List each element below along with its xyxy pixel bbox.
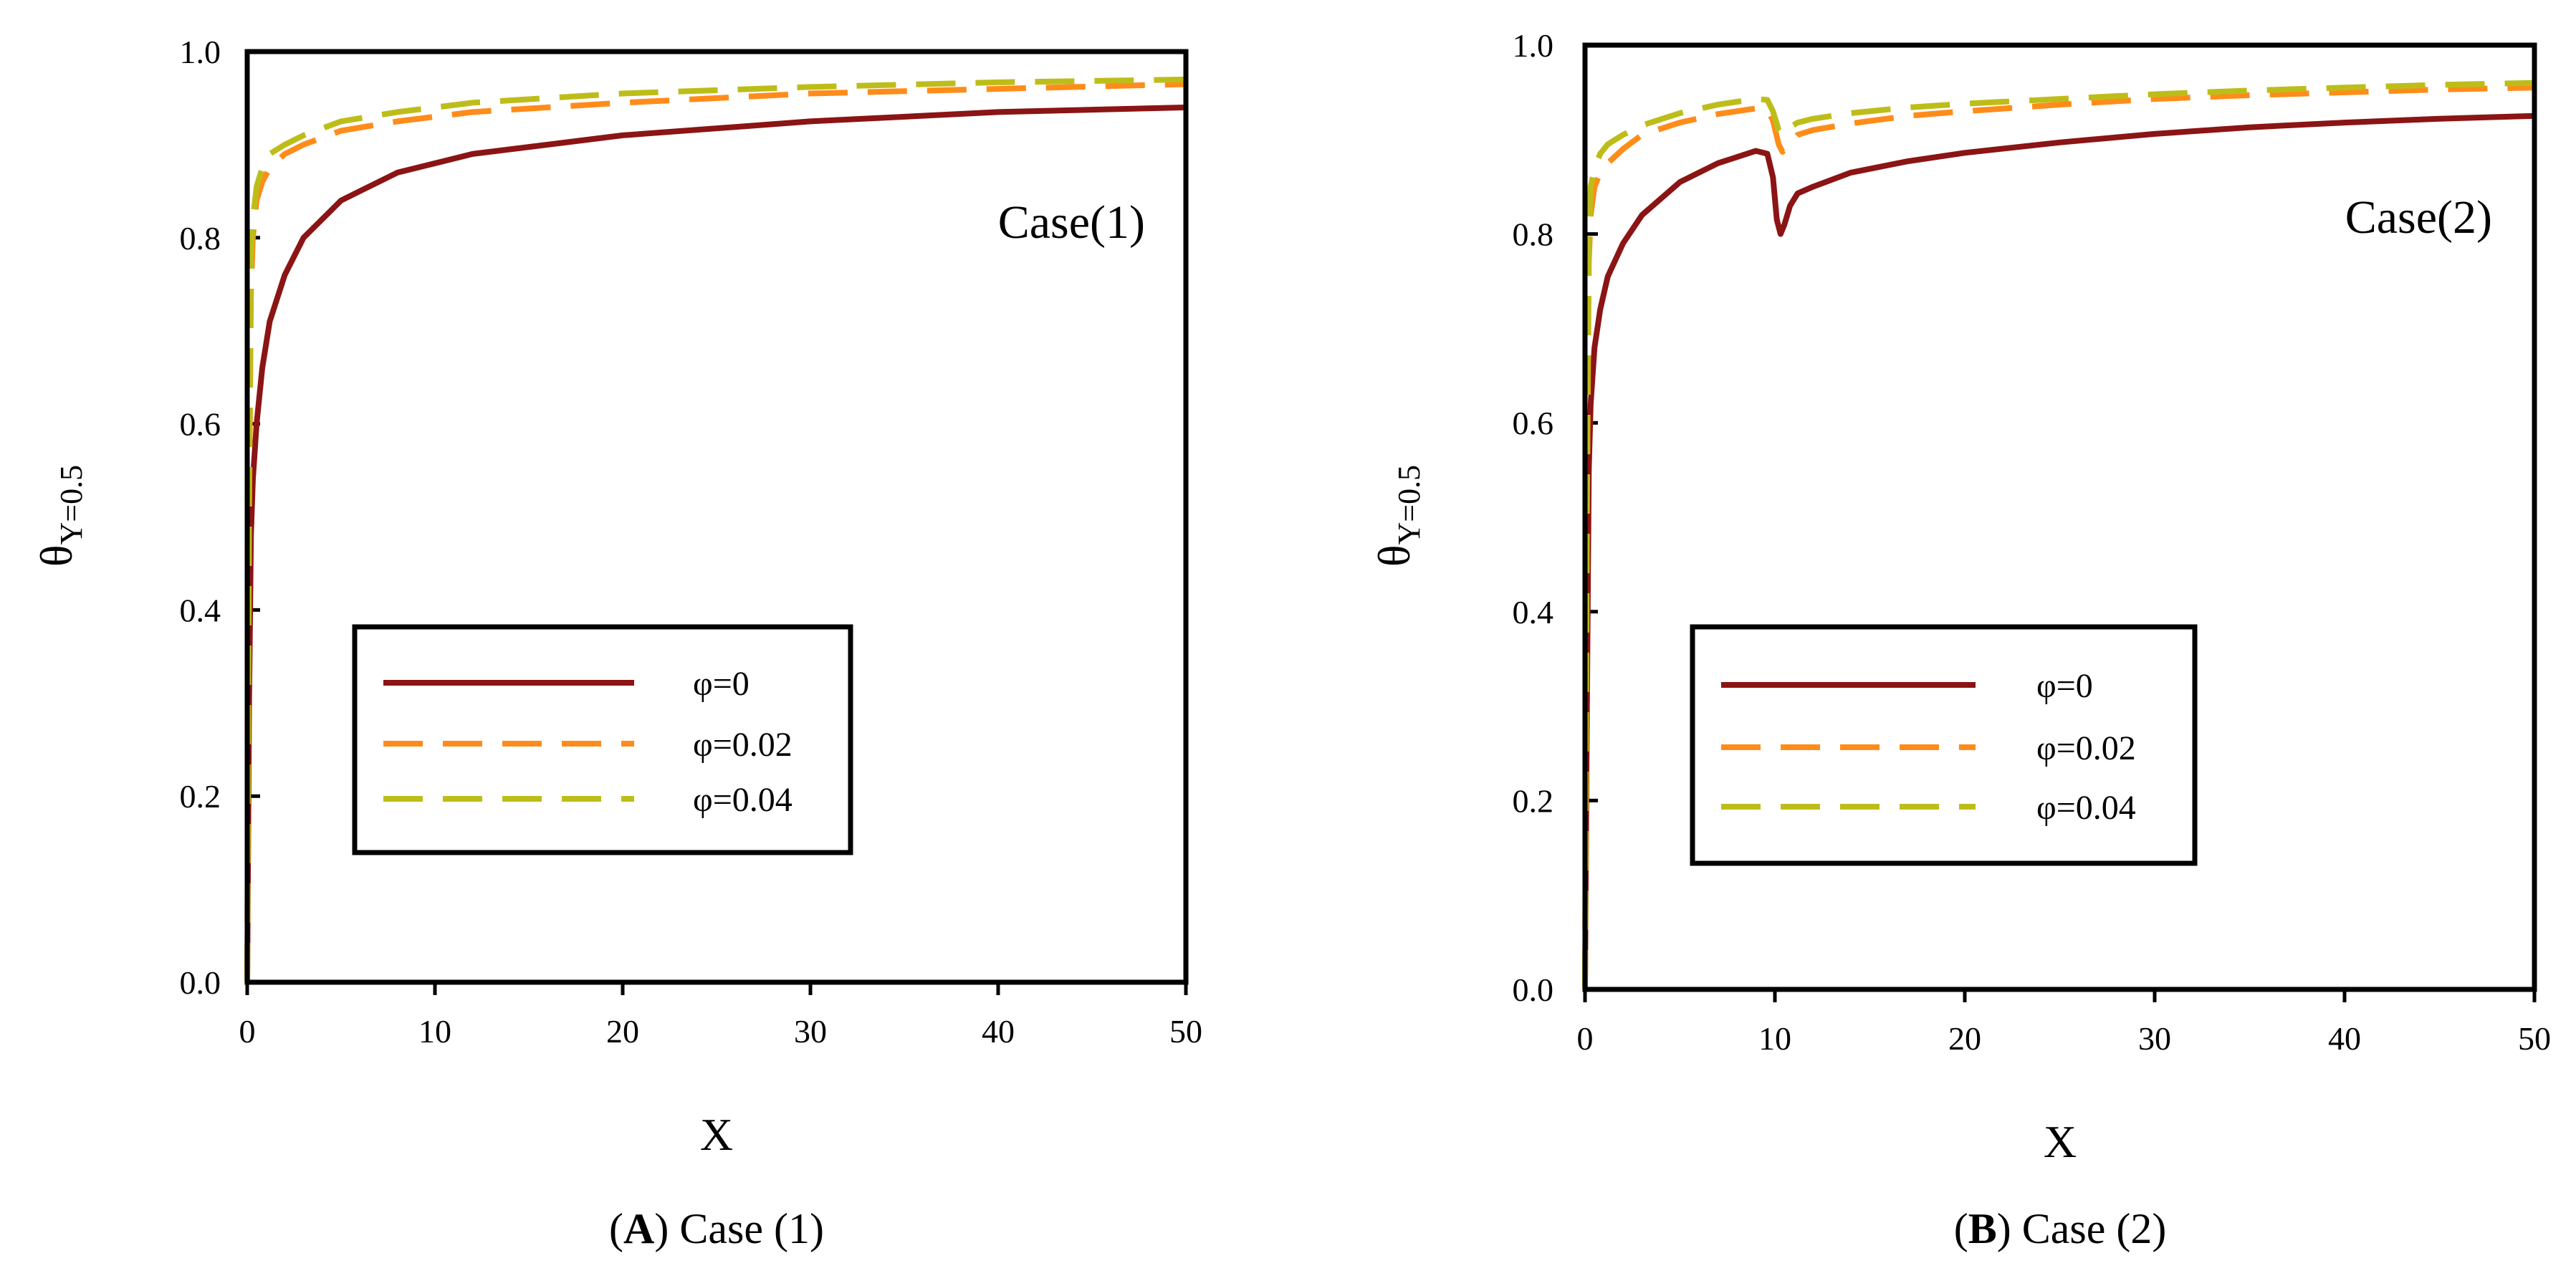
panel-a-y-tick-label: 0.8 [180,220,221,256]
panel-a-y-label-sub: Y=0.5 [54,465,89,545]
panel-b-series [1582,80,2535,990]
panel-a-x-tick-label: 30 [794,1013,827,1050]
panel-b-caption: (B) Case (2) [1954,1205,2167,1252]
panel-b-legend-label-phi004: φ=0.04 [2036,789,2136,827]
panel-a-legend-box [352,624,853,855]
panel-a-case-label: Case(1) [998,196,1145,249]
panel-b-y-tick-label: 0.2 [1513,782,1554,819]
panel-a-x-tick-label: 50 [1169,1013,1202,1050]
panel-a-legend-label-phi004: φ=0.04 [693,781,793,819]
panel-a-x-tick-label: 40 [982,1013,1015,1050]
chart-panel-a: θY=0.5 0.0 0.2 0.4 0.6 0.8 1.0 0 10 20 30 40 50 Ca… [31,34,1202,1252]
panel-b-x-tick-label: 10 [1758,1020,1791,1057]
panel-b-x-tick-label: 30 [2138,1020,2171,1057]
panel-a-y-axis-title: θY=0.5 [31,465,89,567]
panel-b-legend-label-phi0: φ=0 [2036,667,2093,705]
panel-b-x-tick-label: 20 [1948,1020,1981,1057]
panel-a-x-tick-label: 10 [418,1013,451,1050]
panel-b-y-axis-label: θY=0.5 [1369,465,1427,567]
panel-b-x-axis-title: X [2044,1116,2077,1167]
panel-b-series-phi004 [1582,80,2535,990]
panel-a-x-tick-label: 20 [606,1013,639,1050]
panel-a-y-axis-label: θY=0.5 [31,465,89,567]
panel-b-y-tick-label: 0.4 [1513,594,1554,630]
panel-a-caption: (A) Case (1) [609,1205,824,1252]
panel-a-legend: φ=0 φ=0.02 φ=0.04 [352,624,853,855]
panel-a-legend-label-phi002: φ=0.02 [693,726,793,764]
panel-a-y-ticks: 0.0 0.2 0.4 0.6 0.8 1.0 [180,34,260,1001]
panel-b-series-phi002 [1582,85,2535,990]
panel-a-x-axis-title: X [700,1109,733,1160]
panel-b-legend-label-phi002: φ=0.02 [2036,729,2136,767]
panel-b-plot-frame [1582,42,2537,992]
panel-b-caption-letter: B [1968,1205,1997,1252]
panel-b-y-tick-label: 1.0 [1513,27,1554,64]
panel-b-y-tick-label: 0.8 [1513,216,1554,253]
chart-panel-b: θY=0.5 0.0 0.2 0.4 0.6 0.8 1.0 0 10 20 30 40 50 Ca… [1369,27,2551,1252]
panel-b-x-tick-label: 50 [2518,1020,2551,1057]
panel-a-caption-letter: A [623,1205,654,1252]
panel-b-x-tick-label: 40 [2328,1020,2361,1057]
panel-b-caption-text: Case (2) [2011,1205,2167,1252]
panel-b-y-label-main: θ [1369,544,1419,567]
panel-a-y-tick-label: 0.6 [180,406,221,443]
panel-b-x-tick-label: 0 [1577,1020,1594,1057]
panel-a-legend-label-phi0: φ=0 [693,665,750,703]
panel-a-x-tick-label: 0 [239,1013,256,1050]
panel-a-x-ticks: 0 10 20 30 40 50 [239,982,1202,1050]
panel-a-series-phi004 [244,77,1187,983]
panel-b-legend-box [1690,624,2198,866]
panel-b-y-label-sub: Y=0.5 [1392,465,1427,545]
panel-b-x-ticks: 0 10 20 30 40 50 [1577,989,2551,1057]
panel-a-series [244,77,1187,983]
panel-b-y-ticks: 0.0 0.2 0.4 0.6 0.8 1.0 [1513,27,1598,1008]
panel-a-y-label-main: θ [31,544,82,567]
panel-b-y-tick-label: 0.6 [1513,405,1554,441]
panel-a-y-tick-label: 0.4 [180,592,221,628]
panel-b-y-axis-title: θY=0.5 [1369,465,1427,567]
panel-a-series-phi0 [244,104,1187,983]
panel-b-y-tick-label: 0.0 [1513,971,1554,1008]
panel-a-y-tick-label: 0.2 [180,778,221,815]
panel-a-plot-frame [244,49,1189,985]
panel-a-caption-text: Case (1) [669,1205,824,1252]
panel-b-series-phi0 [1582,112,2535,990]
panel-a-y-tick-label: 0.0 [180,964,221,1001]
panel-a-y-tick-label: 1.0 [180,34,221,70]
panel-b-case-label: Case(2) [2345,191,2492,244]
panel-b-legend: φ=0 φ=0.02 φ=0.04 [1690,624,2198,866]
